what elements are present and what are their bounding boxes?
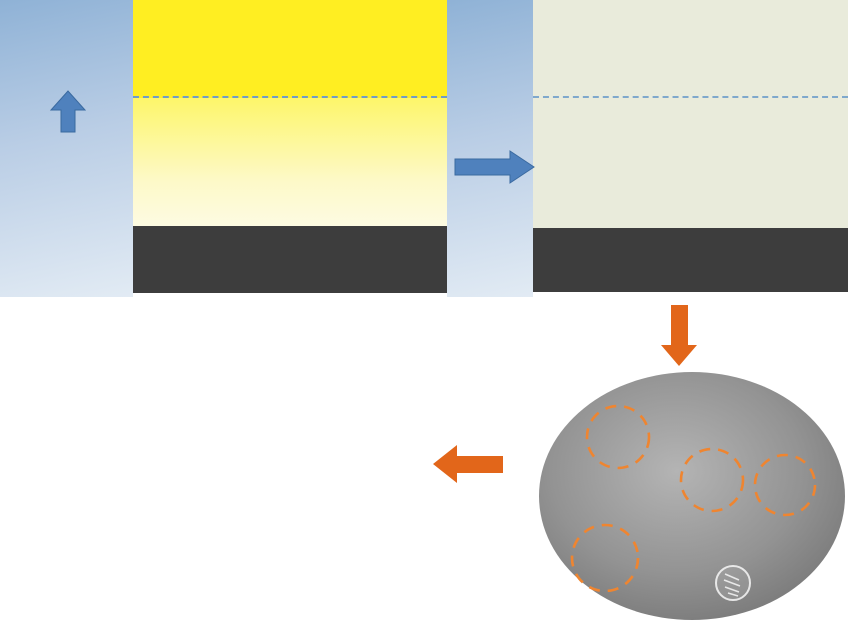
watermark	[715, 565, 751, 601]
watermark-logo-lines	[723, 573, 741, 597]
chart-canvas	[18, 326, 464, 626]
dashed-circle-icon	[679, 447, 745, 513]
dashed-circle-icon	[585, 404, 651, 470]
upper-region	[533, 0, 848, 98]
electrode-bar	[533, 228, 848, 292]
rate-capability-chart	[18, 326, 464, 626]
left-blue-panel	[0, 0, 133, 297]
discharge-schematic-panel	[533, 0, 848, 292]
sulfur-rich-region	[133, 0, 447, 98]
sem-image-ellipse	[539, 372, 845, 620]
electrode-bar	[133, 226, 447, 293]
electrolyte-region	[133, 98, 447, 226]
sem-micrograph	[535, 368, 849, 624]
orange-down-arrow-icon	[661, 305, 697, 366]
lower-region	[533, 98, 848, 228]
middle-blue-gap-panel	[447, 0, 533, 297]
dashed-circle-icon	[570, 523, 640, 593]
sem-canvas	[539, 372, 845, 620]
charge-schematic-panel	[133, 0, 447, 295]
highlight-circles	[570, 404, 817, 593]
dashed-circle-icon	[753, 453, 817, 517]
